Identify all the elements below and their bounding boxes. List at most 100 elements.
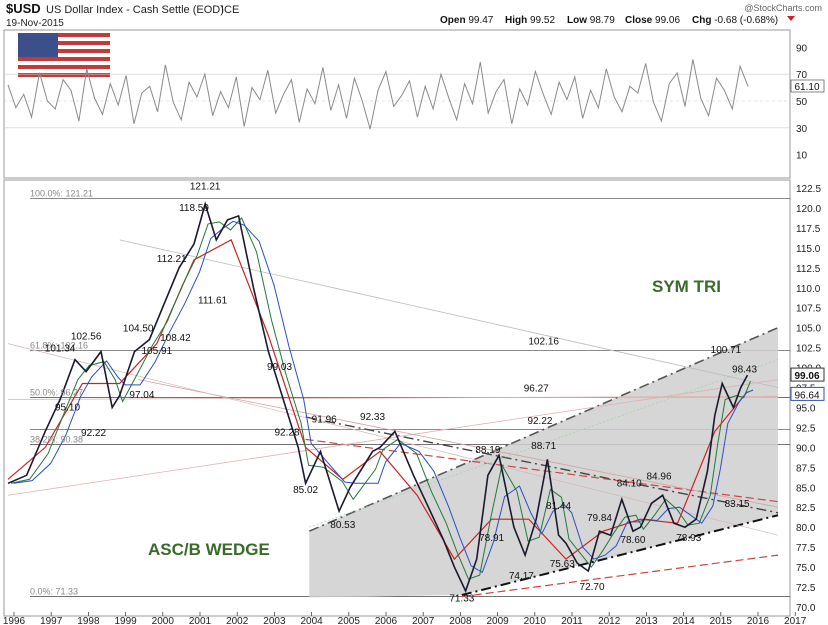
x-tick-label: 2017 [784, 616, 807, 625]
trendline [305, 416, 779, 514]
trendline [309, 326, 779, 532]
price-annotation: 81.44 [546, 501, 571, 512]
price-tick-label: 72.5 [796, 583, 816, 594]
symmetric-triangle-area [309, 327, 779, 598]
price-annotation: 78.60 [620, 535, 645, 546]
trendline [461, 514, 779, 596]
x-tick-label: 2008 [449, 616, 472, 625]
x-tick-label: 2005 [338, 616, 361, 625]
rsi-tick-label: 90 [796, 43, 808, 54]
price-annotation: 92.22 [527, 416, 552, 427]
ohlc-chg: Chg -0.68 (-0.68%) [692, 15, 778, 26]
x-tick-label: 2010 [524, 616, 547, 625]
right-value-label: 99.06 [790, 367, 825, 382]
x-tick-label: 1999 [114, 616, 137, 625]
chart-date: 19-Nov-2015 [6, 18, 64, 29]
x-tick-label: 1996 [3, 616, 26, 625]
price-annotation: 95.10 [55, 403, 80, 414]
price-tick-label: 82.5 [796, 503, 816, 514]
moving-average-red [7, 239, 748, 561]
rsi-line [7, 59, 749, 130]
price-annotation: 118.59 [179, 203, 209, 214]
x-tick-label: 2009 [486, 616, 509, 625]
trendline [461, 554, 779, 598]
ohlc-low: Low 98.79 [567, 15, 615, 26]
price-annotation: 71.33 [449, 593, 474, 604]
symbol: $USD [6, 1, 41, 16]
price-annotation: 102.56 [71, 332, 102, 343]
price-tick-label: 87.5 [796, 463, 816, 474]
fib-level-label: 50.0%: 96.27 [30, 387, 83, 397]
price-annotation: 91.96 [312, 415, 337, 426]
x-tick-label: 2007 [412, 616, 435, 625]
fib-level-label: 38.2%: 90.38 [30, 434, 83, 444]
watermark: @StockCharts.com [744, 3, 822, 13]
x-tick-label: 2014 [672, 616, 695, 625]
x-tick-label: 1998 [77, 616, 100, 625]
price-tick-label: 75.0 [796, 563, 816, 574]
x-tick-label: 2000 [152, 616, 175, 625]
right-value-text: 99.06 [794, 371, 819, 382]
rsi-tick-label: 10 [796, 151, 808, 162]
fib-level-label: 61.8%: 102.16 [30, 340, 88, 350]
moving-average-blue [13, 220, 754, 574]
price-annotation: 92.33 [360, 412, 385, 423]
x-tick-label: 2004 [300, 616, 323, 625]
ohlc-high: High 99.52 [505, 15, 555, 26]
price-tick-label: 80.0 [796, 523, 816, 534]
x-tick-label: 2006 [375, 616, 398, 625]
price-tick-label: 105.0 [796, 324, 821, 335]
price-annotation: 84.96 [646, 471, 671, 482]
price-annotation: 80.53 [330, 520, 355, 531]
fib-level-label: 0.0%: 71.33 [30, 586, 78, 596]
pattern-label-asc-wedge: ASC/B WEDGE [148, 540, 270, 559]
price-tick-label: 107.5 [796, 304, 821, 315]
rsi-current-label: 61.10 [790, 79, 825, 93]
price-tick-label: 110.0 [796, 284, 821, 295]
ohlc-readout: Open 99.47 High 99.52 Low 98.79 Close 99.06… [440, 15, 795, 26]
price-tick-label: 117.5 [796, 224, 821, 235]
x-tick-label: 2015 [710, 616, 733, 625]
fib-level-label: 100.0%: 121.21 [30, 188, 93, 198]
right-value-box [790, 367, 825, 382]
x-tick-label: 2011 [561, 616, 583, 625]
pattern-label-sym-tri: SYM TRI [652, 277, 721, 296]
trendline [119, 239, 779, 388]
price-line [7, 201, 749, 594]
price-annotation: 74.17 [509, 571, 534, 582]
price-annotation: 83.15 [725, 499, 750, 510]
trendline [7, 379, 779, 496]
price-annotation: 112.21 [157, 254, 187, 265]
indicator-panel [3, 29, 791, 179]
trendlines [7, 239, 779, 598]
price-annotation: 98.43 [732, 364, 757, 375]
price-tick-label: 90.0 [796, 443, 816, 454]
x-tick-label: 1997 [40, 616, 63, 625]
price-tick-label: 122.5 [796, 184, 821, 195]
right-value-box [790, 386, 825, 401]
price-annotation: 100.71 [711, 345, 742, 356]
price-annotation: 102.16 [528, 336, 559, 347]
price-annotation: 111.61 [198, 296, 228, 307]
price-annotation: 97.04 [129, 390, 154, 401]
us-flag-icon [18, 33, 110, 78]
x-tick-label: 2003 [263, 616, 286, 625]
rsi-tick-label: 70 [796, 70, 808, 81]
ohlc-close: Close 99.06 [625, 15, 680, 26]
price-annotation: 85.02 [293, 485, 318, 496]
price-annotation: 88.71 [531, 441, 556, 452]
trendline [7, 395, 779, 400]
price-tick-label: 85.0 [796, 483, 816, 494]
right-value-label: 96.64 [790, 386, 825, 401]
trendline [309, 359, 779, 528]
price-annotation: 79.84 [587, 513, 612, 524]
price-tick-label: 77.5 [796, 543, 816, 554]
price-annotation: 75.63 [550, 559, 575, 570]
moving-average-green [10, 217, 751, 580]
price-annotation: 92.28 [274, 427, 299, 438]
instrument-name: US Dollar Index - Cash Settle (EOD) [46, 4, 224, 16]
price-annotation: 121.21 [190, 182, 221, 193]
price-tick-label: 112.5 [796, 264, 821, 275]
price-tick-label: 95.0 [796, 403, 816, 414]
